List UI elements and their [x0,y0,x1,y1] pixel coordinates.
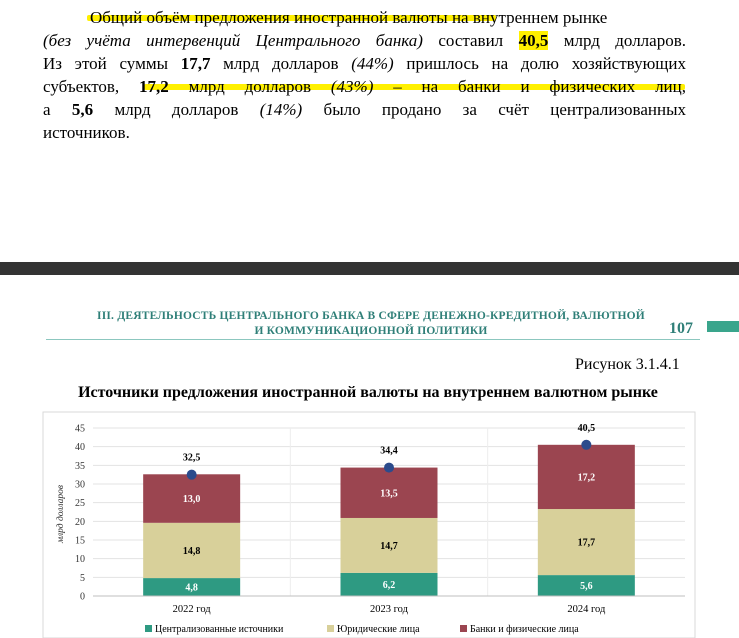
body-paragraph: Общий объём предложения иностранной валю… [43,6,686,144]
paragraph-line: Из этой суммы 17,7 млрд долларов (44%) п… [43,52,686,75]
data-label: 17,7 [578,538,596,549]
value: 17,2 [139,77,169,96]
highlight-stroke [87,15,496,21]
header-rule [46,339,700,340]
paragraph-text: – на банки и физических лиц, [373,77,686,96]
data-label: 5,6 [580,581,593,592]
y-tick-label: 25 [75,498,85,509]
legend-label: Юридические лица [337,624,420,635]
bar-segment [537,509,635,576]
value: 5,6 [71,100,94,119]
paragraph-text: (без учёта интервенций Центрального банк… [43,31,423,50]
legend-swatch [327,625,334,632]
paragraph-line: источников. [43,121,686,144]
legend-swatch [145,625,152,632]
page-separator [0,262,739,275]
paragraph-text: Общий объём предложения иностранной валю… [90,8,448,27]
paragraph-text: млрд долларов [168,77,331,96]
paragraph-text: млрд долларов [210,54,352,73]
y-tick-label: 40 [75,442,85,453]
highlight-stroke [144,84,685,90]
percent: (44%) [351,54,394,73]
bar-segment [340,467,438,518]
paragraph-text: млрд долларов. [548,31,686,50]
bar-segment [143,474,241,523]
paragraph-line: а 5,6 млрд долларов (14%) было продано з… [43,98,686,121]
paragraph-line: (без учёта интервенций Центрального банк… [43,29,686,52]
paragraph-text: источников. [43,123,130,142]
highlighted-value: 40,5 [518,31,549,50]
data-label: 13,5 [380,488,398,499]
percent: (43%) [330,77,374,96]
y-tick-label: 5 [80,573,85,584]
data-label: 14,8 [183,546,201,557]
figure-label: Рисунок 3.1.4.1 [575,356,680,373]
paragraph-text: млрд долларов [93,100,260,119]
legend-label: Банки и физические лица [470,624,579,635]
y-tick-label: 45 [75,424,85,435]
data-label: 17,2 [578,472,596,483]
total-label: 32,5 [183,453,201,464]
figure-title: Источники предложения иностранной валюты… [78,384,658,401]
page-marker-bar [707,321,739,332]
total-marker [384,462,394,473]
paragraph-text: было продано за счёт централизованных [302,100,687,119]
running-header: III. ДЕЯТЕЛЬНОСТЬ ЦЕНТРАЛЬНОГО БАНКА В С… [46,309,696,339]
data-label: 6,2 [383,580,396,591]
bar-segment [537,444,635,510]
paragraph-text: субъектов, [43,77,140,96]
paragraph-line: субъектов, 17,2 млрд долларов (43%) – на… [43,75,686,98]
x-tick-label: 2022 год [173,604,212,615]
header-line: И КОММУНИКАЦИОННОЙ ПОЛИТИКИ [254,325,488,337]
data-label: 4,8 [185,583,198,594]
y-tick-label: 35 [75,461,85,472]
x-tick-label: 2024 год [567,604,606,615]
y-tick-label: 10 [75,554,85,565]
legend-label: Централизованные источники [155,624,284,635]
y-tick-label: 0 [80,592,85,603]
total-marker [186,469,197,480]
paragraph-text: Из этой суммы [43,54,181,73]
data-label: 13,0 [183,494,201,505]
paragraph-text: составил [422,31,519,50]
paragraph-text: а [43,100,72,119]
bar-segment [340,517,438,573]
total-marker [581,439,592,450]
y-tick-label: 30 [75,480,85,491]
percent: (14%) [259,100,303,119]
bar-segment [143,522,241,579]
bar-segment [340,572,438,596]
header-line: III. ДЕЯТЕЛЬНОСТЬ ЦЕНТРАЛЬНОГО БАНКА В С… [97,310,645,322]
y-tick-label: 20 [75,517,85,528]
paragraph-text: на внутреннем рынке [447,8,608,27]
total-label: 34,4 [380,446,398,457]
total-label: 40,5 [578,423,596,434]
x-tick-label: 2023 год [370,604,409,615]
paragraph-text: пришлось на долю хозяйствующих [393,54,686,73]
page-number: 107 [669,320,693,337]
y-axis-label: млрд долларов [55,485,66,544]
paragraph-line: Общий объём предложения иностранной валю… [43,6,686,29]
bar-segment [537,575,635,596]
y-tick-label: 15 [75,536,85,547]
data-label: 14,7 [380,541,398,552]
bar-segment [143,578,241,596]
legend-swatch [460,625,467,632]
chart-frame [42,411,696,638]
value: 17,7 [180,54,211,73]
